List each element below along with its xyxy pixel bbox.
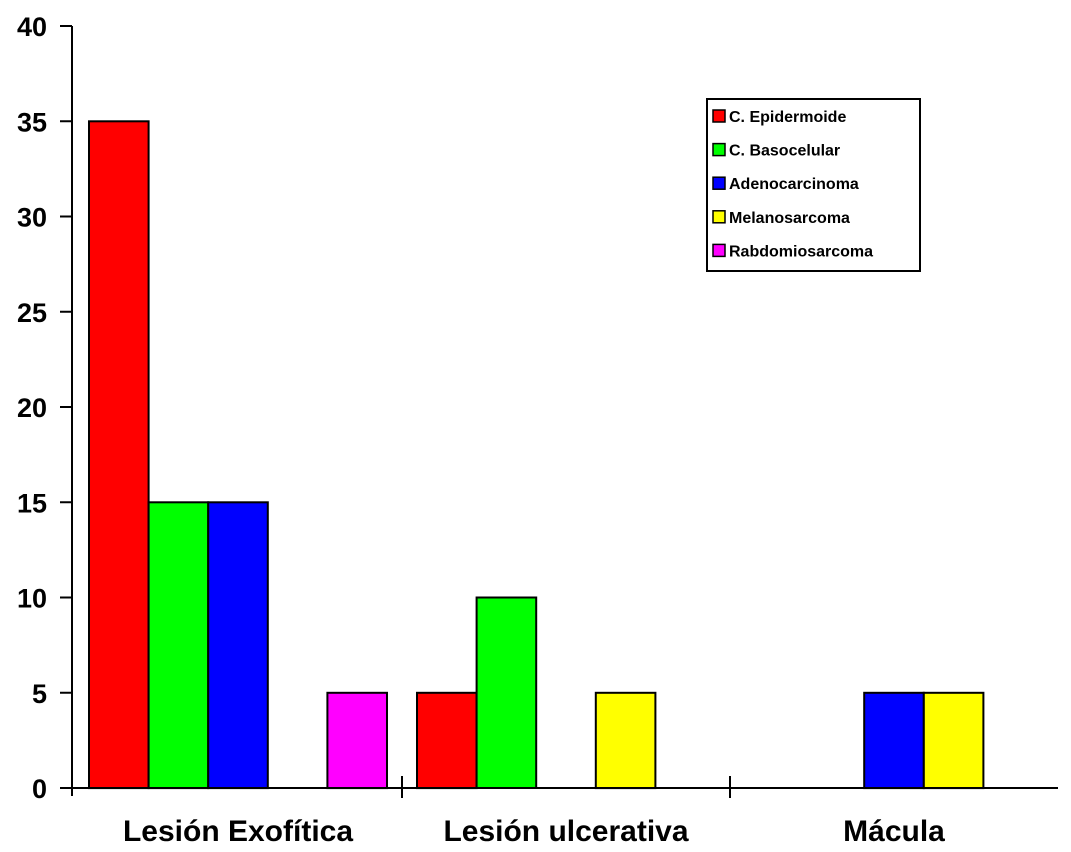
legend-swatch bbox=[712, 243, 726, 258]
bar-3-3 bbox=[863, 691, 925, 790]
category-label: Lesión ulcerativa bbox=[443, 815, 688, 848]
axes-group bbox=[71, 26, 1058, 796]
y-ticks-group: 0 5 10 15 20 25 30 35 40 bbox=[17, 12, 72, 804]
y-tick-label: 40 bbox=[17, 12, 47, 42]
y-tick-label: 10 bbox=[17, 584, 47, 614]
y-tick-label: 20 bbox=[17, 393, 47, 423]
y-tick-label: 0 bbox=[32, 774, 47, 804]
y-tick-label: 15 bbox=[17, 488, 47, 518]
legend-swatch bbox=[712, 142, 726, 157]
legend-label: Rabdomiosarcoma bbox=[729, 243, 873, 260]
y-tick-label: 35 bbox=[17, 107, 47, 137]
y-tick-label: 25 bbox=[17, 298, 47, 328]
category-label: Lesión Exofítica bbox=[123, 815, 353, 848]
legend-swatch bbox=[712, 210, 726, 224]
bar-2-2 bbox=[475, 596, 538, 789]
bar-1-2 bbox=[416, 691, 478, 790]
bars-group bbox=[88, 120, 985, 790]
legend-label: C. Epidermoide bbox=[729, 109, 846, 126]
legend-label: Adenocarcinoma bbox=[729, 176, 859, 193]
bar-4-2 bbox=[594, 691, 657, 790]
legend-label: Melanosarcoma bbox=[729, 210, 850, 227]
bar-5-1 bbox=[326, 691, 388, 790]
bar-2-1 bbox=[147, 501, 210, 790]
legend-swatch bbox=[712, 176, 726, 190]
bar-4-3 bbox=[922, 691, 985, 790]
bar-3-1 bbox=[207, 501, 269, 790]
legend-box bbox=[706, 98, 921, 272]
category-label: Mácula bbox=[843, 815, 945, 848]
y-tick-label: 5 bbox=[32, 679, 47, 709]
y-tick-label: 30 bbox=[17, 203, 47, 233]
legend: C. Epidermoide C. Basocelular Adenocarcino… bbox=[706, 98, 921, 272]
bar-1-1 bbox=[88, 120, 150, 790]
legend-label: C. Basocelular bbox=[729, 143, 840, 160]
category-labels-group: Lesión Exofítica Lesión ulcerativa Mácula bbox=[123, 776, 945, 848]
legend-swatch bbox=[712, 109, 726, 123]
